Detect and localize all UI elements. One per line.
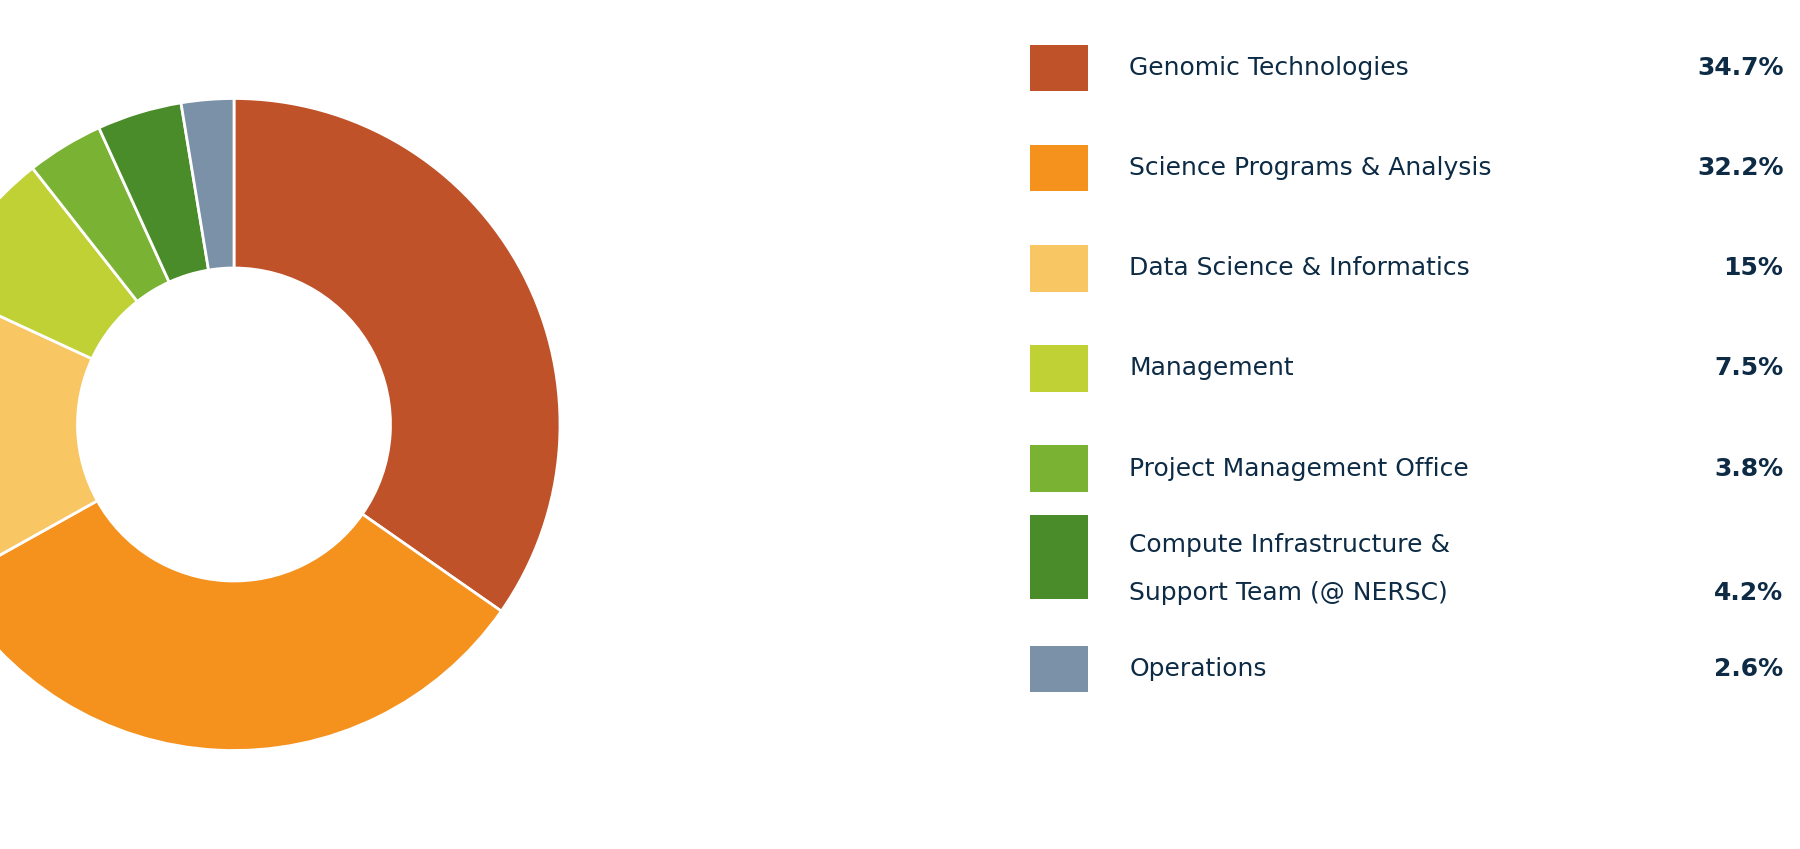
FancyBboxPatch shape: [1030, 445, 1087, 492]
Text: Data Science & Informatics: Data Science & Informatics: [1129, 256, 1471, 280]
Wedge shape: [99, 103, 209, 282]
FancyBboxPatch shape: [1030, 515, 1087, 599]
Text: 32.2%: 32.2%: [1697, 156, 1784, 180]
Wedge shape: [32, 128, 169, 301]
FancyBboxPatch shape: [1030, 44, 1087, 91]
Text: Project Management Office: Project Management Office: [1129, 457, 1469, 481]
FancyBboxPatch shape: [1030, 345, 1087, 391]
FancyBboxPatch shape: [1030, 645, 1087, 692]
Wedge shape: [0, 288, 97, 583]
Wedge shape: [182, 98, 234, 270]
Wedge shape: [0, 168, 137, 359]
Text: Support Team (@ NERSC): Support Team (@ NERSC): [1129, 581, 1447, 604]
Text: 7.5%: 7.5%: [1714, 357, 1784, 380]
Text: 3.8%: 3.8%: [1714, 457, 1784, 481]
Text: Compute Infrastructure &: Compute Infrastructure &: [1129, 533, 1451, 557]
FancyBboxPatch shape: [1030, 245, 1087, 292]
Text: 15%: 15%: [1724, 256, 1784, 280]
Text: 2.6%: 2.6%: [1714, 657, 1784, 681]
Text: Genomic Technologies: Genomic Technologies: [1129, 56, 1409, 80]
FancyBboxPatch shape: [1030, 144, 1087, 192]
Text: Management: Management: [1129, 357, 1294, 380]
Text: 34.7%: 34.7%: [1697, 56, 1784, 80]
Text: Science Programs & Analysis: Science Programs & Analysis: [1129, 156, 1492, 180]
Wedge shape: [234, 98, 560, 611]
Text: 4.2%: 4.2%: [1714, 581, 1784, 604]
Wedge shape: [0, 501, 502, 751]
Text: Operations: Operations: [1129, 657, 1267, 681]
